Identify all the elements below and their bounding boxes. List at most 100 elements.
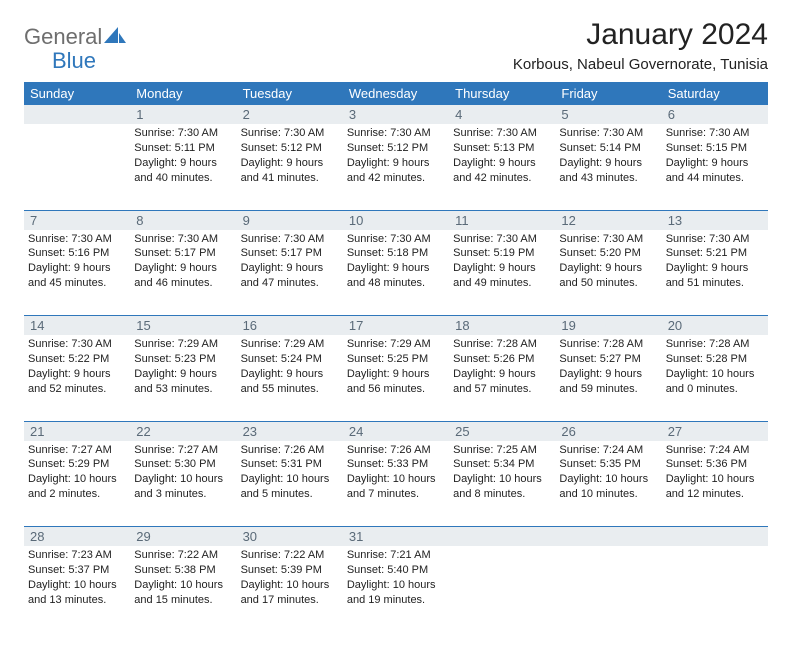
sunrise-line: Sunrise: 7:30 AM	[666, 126, 764, 141]
sunset-line: Sunset: 5:37 PM	[28, 563, 126, 578]
day-number: 12	[555, 210, 661, 230]
dayhead-wednesday: Wednesday	[343, 82, 449, 105]
day-cell: Sunrise: 7:30 AMSunset: 5:13 PMDaylight:…	[449, 124, 555, 210]
day-detail: Sunrise: 7:22 AMSunset: 5:39 PMDaylight:…	[241, 548, 339, 607]
day-detail: Sunrise: 7:30 AMSunset: 5:20 PMDaylight:…	[559, 232, 657, 291]
sunset-line: Sunset: 5:33 PM	[347, 457, 445, 472]
brand-logo: General Blue	[24, 18, 126, 74]
sunset-line: Sunset: 5:13 PM	[453, 141, 551, 156]
day-cell	[662, 546, 768, 632]
sunset-line: Sunset: 5:14 PM	[559, 141, 657, 156]
day-detail: Sunrise: 7:30 AMSunset: 5:17 PMDaylight:…	[241, 232, 339, 291]
day-cell: Sunrise: 7:24 AMSunset: 5:35 PMDaylight:…	[555, 441, 661, 527]
daylight-line-2: and 41 minutes.	[241, 171, 339, 186]
day-cell: Sunrise: 7:29 AMSunset: 5:24 PMDaylight:…	[237, 335, 343, 421]
daylight-line-2: and 3 minutes.	[134, 487, 232, 502]
daylight-line-2: and 57 minutes.	[453, 382, 551, 397]
daylight-line-2: and 15 minutes.	[134, 593, 232, 608]
day-number	[662, 527, 768, 547]
dayhead-sunday: Sunday	[24, 82, 130, 105]
sunset-line: Sunset: 5:12 PM	[241, 141, 339, 156]
sunrise-line: Sunrise: 7:30 AM	[559, 232, 657, 247]
day-number: 22	[130, 421, 236, 441]
day-header-row: Sunday Monday Tuesday Wednesday Thursday…	[24, 82, 768, 105]
sunrise-line: Sunrise: 7:29 AM	[347, 337, 445, 352]
sunset-line: Sunset: 5:12 PM	[347, 141, 445, 156]
dayhead-thursday: Thursday	[449, 82, 555, 105]
day-cell	[449, 546, 555, 632]
sunrise-line: Sunrise: 7:25 AM	[453, 443, 551, 458]
daylight-line-1: Daylight: 9 hours	[347, 156, 445, 171]
daylight-line-2: and 47 minutes.	[241, 276, 339, 291]
daylight-line-2: and 44 minutes.	[666, 171, 764, 186]
sunset-line: Sunset: 5:17 PM	[241, 246, 339, 261]
week-row: Sunrise: 7:30 AMSunset: 5:22 PMDaylight:…	[24, 335, 768, 421]
day-detail: Sunrise: 7:28 AMSunset: 5:28 PMDaylight:…	[666, 337, 764, 396]
dayhead-monday: Monday	[130, 82, 236, 105]
day-cell: Sunrise: 7:30 AMSunset: 5:21 PMDaylight:…	[662, 230, 768, 316]
day-detail: Sunrise: 7:29 AMSunset: 5:24 PMDaylight:…	[241, 337, 339, 396]
day-detail: Sunrise: 7:30 AMSunset: 5:22 PMDaylight:…	[28, 337, 126, 396]
day-cell	[555, 546, 661, 632]
sunset-line: Sunset: 5:36 PM	[666, 457, 764, 472]
sunrise-line: Sunrise: 7:30 AM	[453, 232, 551, 247]
day-cell	[24, 124, 130, 210]
daynum-row: 123456	[24, 105, 768, 124]
daylight-line-1: Daylight: 9 hours	[666, 261, 764, 276]
day-cell: Sunrise: 7:30 AMSunset: 5:11 PMDaylight:…	[130, 124, 236, 210]
day-cell: Sunrise: 7:28 AMSunset: 5:27 PMDaylight:…	[555, 335, 661, 421]
day-cell: Sunrise: 7:30 AMSunset: 5:18 PMDaylight:…	[343, 230, 449, 316]
day-number: 5	[555, 105, 661, 124]
sunset-line: Sunset: 5:28 PM	[666, 352, 764, 367]
daylight-line-1: Daylight: 9 hours	[559, 261, 657, 276]
day-number: 30	[237, 527, 343, 547]
day-number: 23	[237, 421, 343, 441]
sunrise-line: Sunrise: 7:28 AM	[559, 337, 657, 352]
sunrise-line: Sunrise: 7:30 AM	[453, 126, 551, 141]
day-detail: Sunrise: 7:26 AMSunset: 5:33 PMDaylight:…	[347, 443, 445, 502]
day-detail: Sunrise: 7:29 AMSunset: 5:25 PMDaylight:…	[347, 337, 445, 396]
daylight-line-2: and 48 minutes.	[347, 276, 445, 291]
day-cell: Sunrise: 7:27 AMSunset: 5:30 PMDaylight:…	[130, 441, 236, 527]
dayhead-saturday: Saturday	[662, 82, 768, 105]
day-number: 13	[662, 210, 768, 230]
daylight-line-1: Daylight: 9 hours	[559, 367, 657, 382]
daynum-row: 14151617181920	[24, 316, 768, 336]
daylight-line-1: Daylight: 9 hours	[134, 367, 232, 382]
daylight-line-1: Daylight: 10 hours	[28, 578, 126, 593]
daylight-line-1: Daylight: 10 hours	[666, 367, 764, 382]
dayhead-tuesday: Tuesday	[237, 82, 343, 105]
daylight-line-1: Daylight: 10 hours	[241, 472, 339, 487]
title-block: January 2024 Korbous, Nabeul Governorate…	[513, 18, 768, 73]
sunrise-line: Sunrise: 7:30 AM	[347, 232, 445, 247]
daylight-line-1: Daylight: 9 hours	[241, 261, 339, 276]
day-number: 19	[555, 316, 661, 336]
sunrise-line: Sunrise: 7:30 AM	[559, 126, 657, 141]
day-number	[449, 527, 555, 547]
daylight-line-2: and 56 minutes.	[347, 382, 445, 397]
daylight-line-2: and 8 minutes.	[453, 487, 551, 502]
dayhead-friday: Friday	[555, 82, 661, 105]
day-number: 10	[343, 210, 449, 230]
sunrise-line: Sunrise: 7:30 AM	[28, 232, 126, 247]
daylight-line-2: and 43 minutes.	[559, 171, 657, 186]
daylight-line-2: and 40 minutes.	[134, 171, 232, 186]
header: General Blue January 2024 Korbous, Nabeu…	[24, 18, 768, 74]
day-detail: Sunrise: 7:30 AMSunset: 5:12 PMDaylight:…	[347, 126, 445, 185]
calendar-table: Sunday Monday Tuesday Wednesday Thursday…	[24, 82, 768, 632]
sunset-line: Sunset: 5:24 PM	[241, 352, 339, 367]
sunrise-line: Sunrise: 7:26 AM	[347, 443, 445, 458]
sunset-line: Sunset: 5:20 PM	[559, 246, 657, 261]
day-number: 9	[237, 210, 343, 230]
daylight-line-2: and 46 minutes.	[134, 276, 232, 291]
daynum-row: 21222324252627	[24, 421, 768, 441]
sunrise-line: Sunrise: 7:29 AM	[134, 337, 232, 352]
daylight-line-2: and 12 minutes.	[666, 487, 764, 502]
daylight-line-2: and 51 minutes.	[666, 276, 764, 291]
day-detail: Sunrise: 7:26 AMSunset: 5:31 PMDaylight:…	[241, 443, 339, 502]
daylight-line-1: Daylight: 9 hours	[453, 156, 551, 171]
daylight-line-1: Daylight: 10 hours	[453, 472, 551, 487]
sunset-line: Sunset: 5:25 PM	[347, 352, 445, 367]
daylight-line-2: and 55 minutes.	[241, 382, 339, 397]
daylight-line-1: Daylight: 10 hours	[347, 578, 445, 593]
